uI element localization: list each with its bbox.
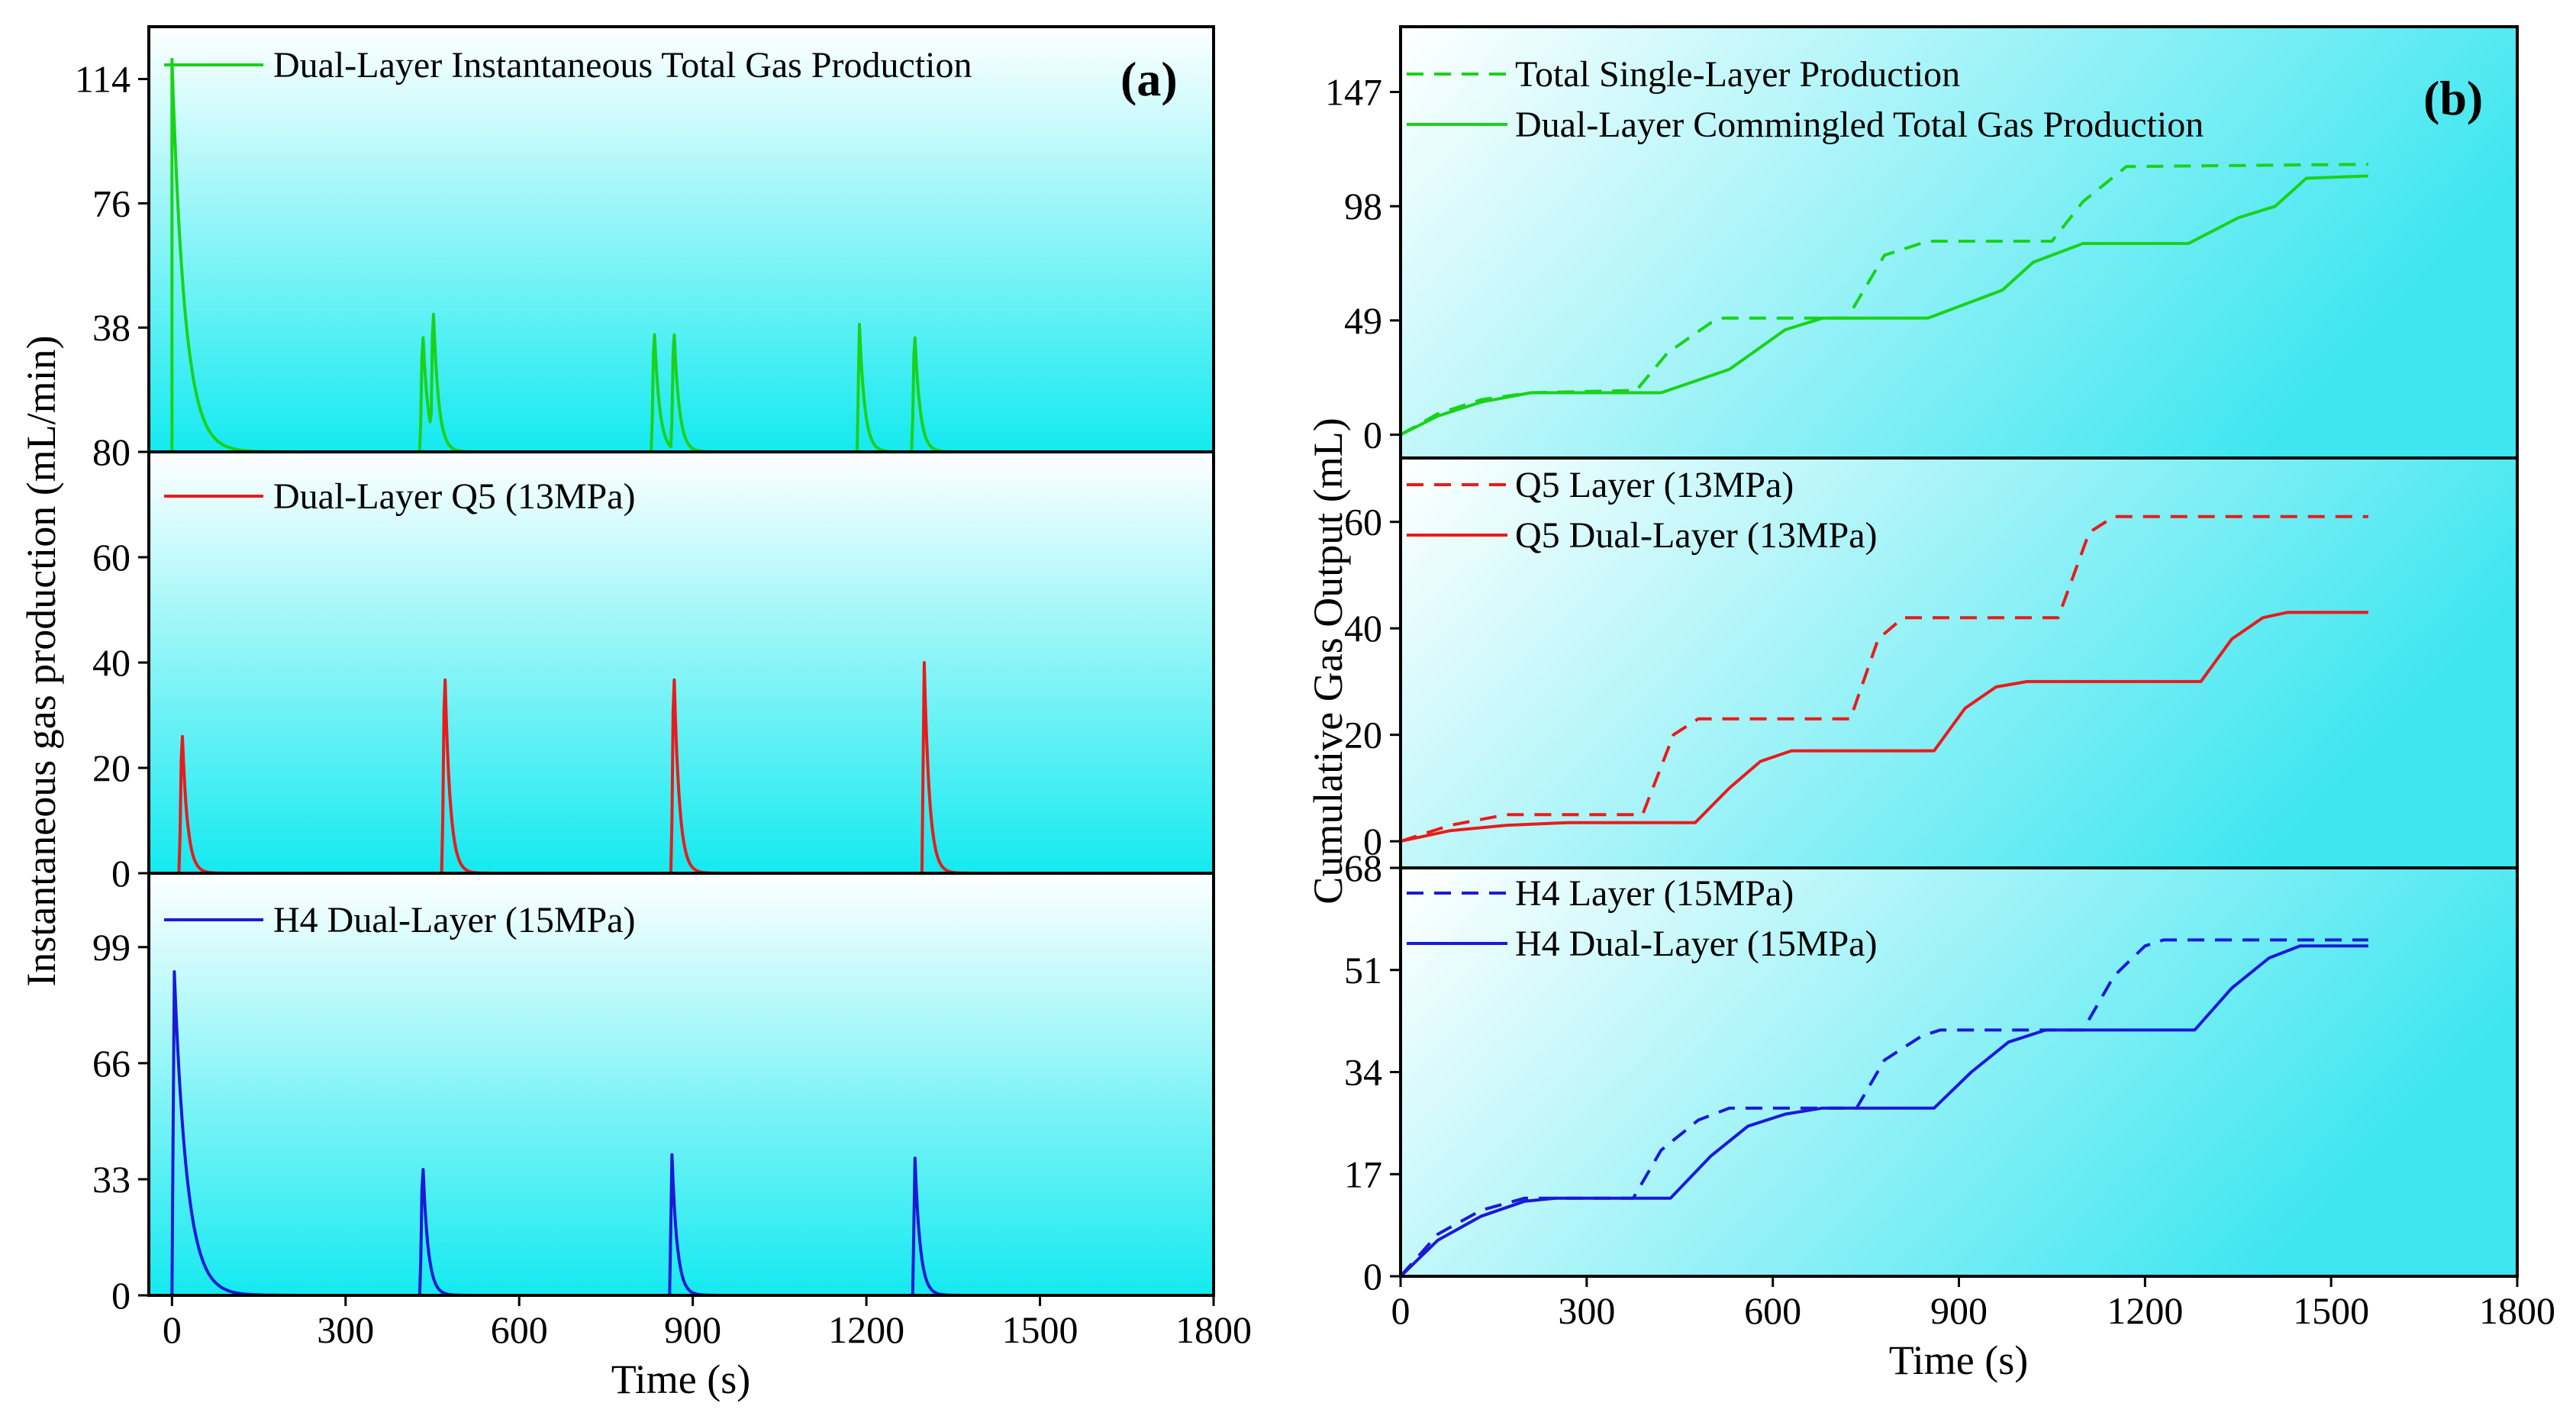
y-tick-label-b2-2: 40 <box>1344 607 1382 650</box>
x-tick-label-a3-2: 600 <box>491 1308 548 1351</box>
series-line-b3-1 <box>1399 944 2368 1278</box>
panel-a-frame <box>147 25 1215 1297</box>
panel-a <box>149 27 1214 1295</box>
y-tick-label-a1-3: 114 <box>75 58 131 101</box>
series-line-b1-1 <box>1400 174 2368 437</box>
x-tick-label-b3-5: 1500 <box>2293 1289 2369 1332</box>
y-tick-label-a3-1: 33 <box>92 1158 131 1201</box>
y-tick-label-a2-3: 60 <box>92 536 131 579</box>
plot-a2-background <box>149 452 1214 873</box>
x-tick-label-a3-5: 1500 <box>1002 1308 1078 1351</box>
panel-b-frame <box>1399 25 2519 1278</box>
legend-label-b3-0: H4 Layer (15MPa) <box>1515 873 1794 914</box>
panel-b <box>1401 27 2517 1276</box>
legend-label-b1-1: Dual-Layer Commingled Total Gas Producti… <box>1515 105 2204 145</box>
x-tick-label-a3-3: 900 <box>664 1308 721 1351</box>
x-tick-label-b3-3: 900 <box>1930 1289 1988 1332</box>
panel-a-y-axis-label: Instantaneous gas production (mL/min) <box>18 335 64 986</box>
y-tick-label-b1-3: 147 <box>1325 71 1382 114</box>
legend-label-b3-1: H4 Dual-Layer (15MPa) <box>1515 924 1878 964</box>
panel-a-x-axis-label: Time (s) <box>611 1356 751 1402</box>
x-tick-label-b3-6: 1800 <box>2479 1289 2555 1332</box>
plot-a1-background <box>149 27 1214 452</box>
y-tick-label-b1-1: 49 <box>1344 299 1382 342</box>
y-tick-label-b1-2: 98 <box>1344 185 1382 227</box>
x-tick-label-b3-4: 1200 <box>2107 1289 2183 1332</box>
y-tick-label-b3-4: 68 <box>1344 847 1382 889</box>
y-tick-label-a1-0: 80 <box>92 431 131 473</box>
y-tick-label-b2-0: 0 <box>1363 820 1382 863</box>
panel-b-y-axis-label: Cumulative Gas Output (mL) <box>1305 418 1351 904</box>
y-tick-label-b3-1: 17 <box>1344 1153 1382 1195</box>
y-tick-label-a1-2: 76 <box>92 182 131 224</box>
x-tick-label-a3-6: 1800 <box>1175 1308 1252 1351</box>
y-tick-label-a3-2: 66 <box>92 1042 131 1085</box>
x-tick-label-b3-0: 0 <box>1391 1289 1411 1332</box>
y-tick-label-b2-3: 60 <box>1344 501 1382 543</box>
plot-a3-background <box>149 873 1214 1295</box>
plot-b3-background <box>1401 868 2517 1276</box>
y-tick-label-a3-0: 0 <box>111 1274 131 1317</box>
series-line-b1-0 <box>1400 163 2368 437</box>
y-tick-label-a3-3: 99 <box>92 926 131 969</box>
y-tick-label-b1-0: 0 <box>1363 413 1382 456</box>
legend-label-a2-0: Dual-Layer Q5 (13MPa) <box>273 476 636 517</box>
legend-label-b2-1: Q5 Dual-Layer (13MPa) <box>1515 515 1878 556</box>
legend-label-a3-0: H4 Dual-Layer (15MPa) <box>273 900 636 940</box>
plot-b2-background <box>1401 458 2517 868</box>
x-tick-label-a3-4: 1200 <box>828 1308 904 1351</box>
legend-label-a1-0: Dual-Layer Instantaneous Total Gas Produ… <box>273 45 972 85</box>
y-tick-label-a1-1: 38 <box>92 306 131 349</box>
panel-b-label: (b) <box>2423 71 2483 125</box>
legend-label-b1-0: Total Single-Layer Production <box>1515 54 1960 95</box>
x-tick-label-b3-1: 300 <box>1558 1289 1615 1332</box>
series-line-b2-1 <box>1400 611 2368 843</box>
y-tick-label-b2-1: 20 <box>1344 714 1382 756</box>
x-tick-label-b3-2: 600 <box>1744 1289 1801 1332</box>
x-tick-label-a3-0: 0 <box>163 1308 182 1351</box>
panel-a-label: (a) <box>1120 52 1178 106</box>
frames <box>147 25 2519 1297</box>
y-tick-label-a2-0: 0 <box>111 852 131 895</box>
x-tick-label-a3-1: 300 <box>317 1308 374 1351</box>
panel-b-x-axis-label: Time (s) <box>1889 1337 2029 1383</box>
y-tick-label-b3-3: 51 <box>1344 949 1382 992</box>
y-tick-label-a2-2: 40 <box>92 641 131 684</box>
legend-label-b2-0: Q5 Layer (13MPa) <box>1515 465 1794 505</box>
y-tick-label-a2-1: 20 <box>92 747 131 789</box>
y-tick-label-b3-2: 34 <box>1344 1051 1382 1094</box>
y-tick-label-b3-0: 0 <box>1363 1255 1382 1298</box>
charts-layer: 80 38 76 114 Dual-Layer Instantaneous Total … <box>75 45 2555 1351</box>
